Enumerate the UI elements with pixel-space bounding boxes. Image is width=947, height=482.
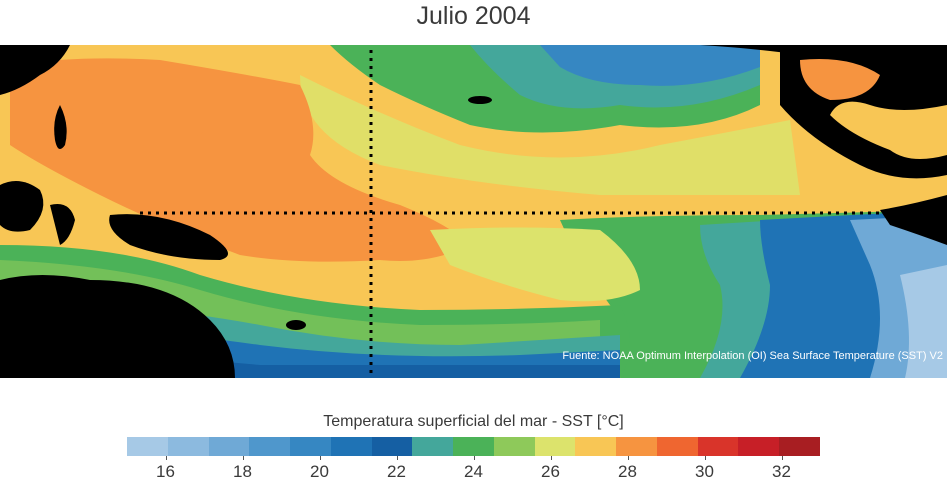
sst-map [0, 45, 947, 378]
colorbar-swatch [493, 437, 536, 456]
source-note: Fuente: NOAA Optimum Interpolation (OI) … [562, 350, 943, 362]
colorbar-tick [704, 456, 706, 460]
colorbar-tick-label: 18 [233, 462, 252, 481]
colorbar-swatch [330, 437, 373, 456]
colorbar-swatch [453, 437, 495, 456]
colorbar-swatch [290, 437, 332, 456]
colorbar-swatch [697, 437, 739, 456]
colorbar-tick [473, 456, 475, 460]
land-philippines [54, 105, 67, 149]
colorbar-swatch [371, 437, 413, 456]
colorbar-tick [242, 456, 244, 460]
colorbar-label: Temperatura superficial del mar - SST [°… [323, 413, 624, 430]
colorbar-tick [550, 456, 552, 460]
colorbar-tick-label: 22 [387, 462, 406, 481]
colorbar-swatch [208, 437, 250, 456]
land-australia [0, 275, 235, 378]
cold-tongue-palest [900, 265, 947, 378]
land-south-america [880, 195, 947, 245]
colorbar-tick [165, 456, 167, 460]
land-asia-north [0, 45, 70, 95]
land-sulawesi [50, 204, 75, 245]
colorbar-tick-label: 28 [618, 462, 637, 481]
colorbar-tick [627, 456, 629, 460]
colorbar-swatch [167, 437, 209, 456]
colorbar-tick [319, 456, 321, 460]
land-north-america [700, 45, 947, 85]
colorbar-tick-label: 20 [310, 462, 329, 481]
land-new-guinea [109, 214, 228, 260]
colorbar-swatch [738, 437, 780, 456]
colorbar-tick-label: 24 [464, 462, 483, 481]
colorbar-swatch [127, 437, 169, 456]
colorbar-swatch [575, 437, 617, 456]
colorbar-tick-label: 30 [695, 462, 714, 481]
sst-band-north-yellow [300, 75, 800, 195]
warm-pool-upper [87, 73, 214, 139]
colorbar-swatch [249, 437, 291, 456]
colorbar-tick-label: 26 [541, 462, 560, 481]
map-title: Julio 2004 [416, 2, 531, 30]
sst-band-north-blue [540, 45, 760, 86]
colorbar-tick-label: 32 [772, 462, 791, 481]
colorbar [127, 437, 821, 460]
colorbar-swatch [779, 437, 821, 456]
colorbar-swatch [616, 437, 658, 456]
colorbar-swatch [656, 437, 699, 456]
land-yucatan-gulf [800, 59, 880, 100]
colorbar-tick-label: 16 [156, 462, 175, 481]
colorbar-tick [781, 456, 783, 460]
colorbar-swatch [534, 437, 576, 456]
colorbar-tick [396, 456, 398, 460]
colorbar-swatch [412, 437, 454, 456]
land-new-zealand [286, 320, 306, 330]
land-borneo [0, 181, 44, 232]
land-hawaii [468, 96, 492, 104]
cold-tongue-lightgreen [430, 227, 640, 302]
